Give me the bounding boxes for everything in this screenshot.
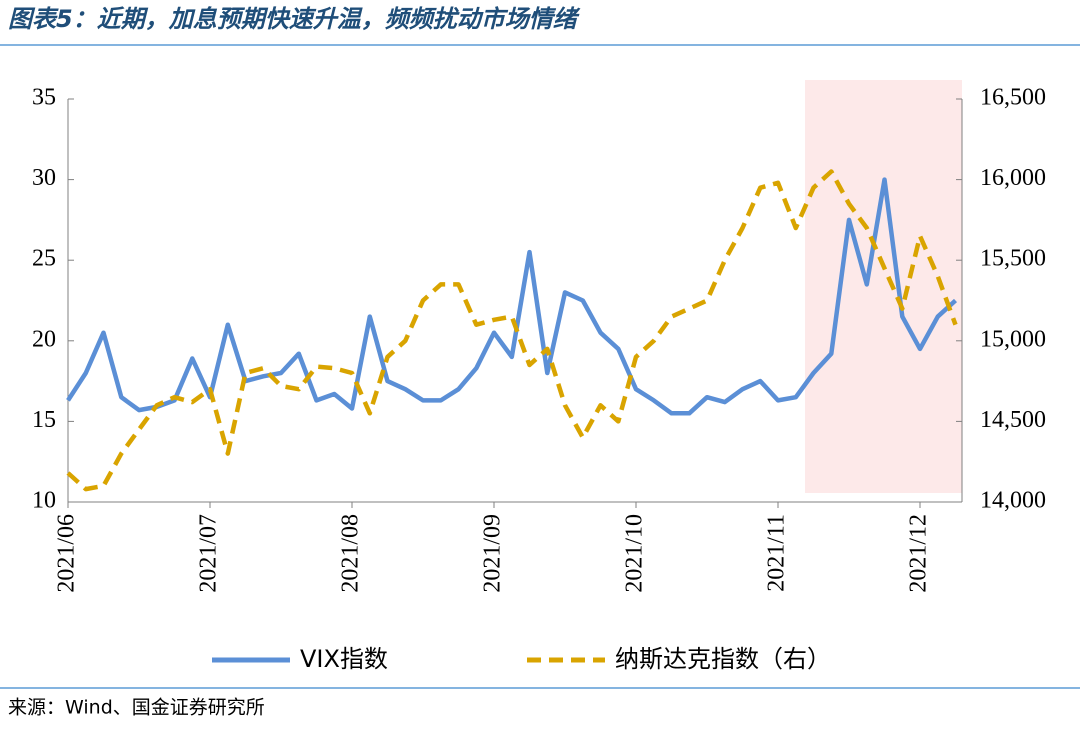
- legend-label: 纳斯达克指数（右）: [615, 645, 831, 673]
- x-tick-label: 2021/10: [622, 514, 648, 593]
- source-note: 来源：Wind、国金证券研究所: [8, 697, 265, 719]
- legend-label: VIX指数: [300, 645, 388, 673]
- x-tick-label: 2021/12: [906, 514, 932, 593]
- x-tick-label: 2021/09: [480, 514, 506, 593]
- series-line: [66, 169, 958, 492]
- y-tick-label: 15: [32, 407, 56, 433]
- x-tick-label: 2021/07: [196, 514, 222, 593]
- y-tick-label: 35: [32, 85, 56, 111]
- highlight-region: [805, 80, 962, 493]
- y2-tick-label: 14,000: [980, 488, 1046, 514]
- y-tick-label: 25: [32, 246, 56, 272]
- x-tick-label: 2021/08: [338, 514, 364, 593]
- y-tick-label: 20: [32, 326, 56, 352]
- x-tick-label: 2021/11: [764, 514, 790, 592]
- y2-tick-label: 14,500: [980, 407, 1046, 433]
- y2-tick-label: 16,500: [980, 85, 1046, 111]
- chart-title: 图表5：近期，加息预期快速升温，频频扰动市场情绪: [8, 5, 581, 33]
- y2-tick-label: 15,500: [980, 246, 1046, 272]
- series-line: [66, 177, 958, 416]
- x-tick-label: 2021/06: [54, 514, 80, 593]
- y2-tick-label: 15,000: [980, 326, 1046, 352]
- y-tick-label: 10: [32, 488, 56, 514]
- y2-tick-label: 16,000: [980, 165, 1046, 191]
- y-tick-label: 30: [32, 165, 56, 191]
